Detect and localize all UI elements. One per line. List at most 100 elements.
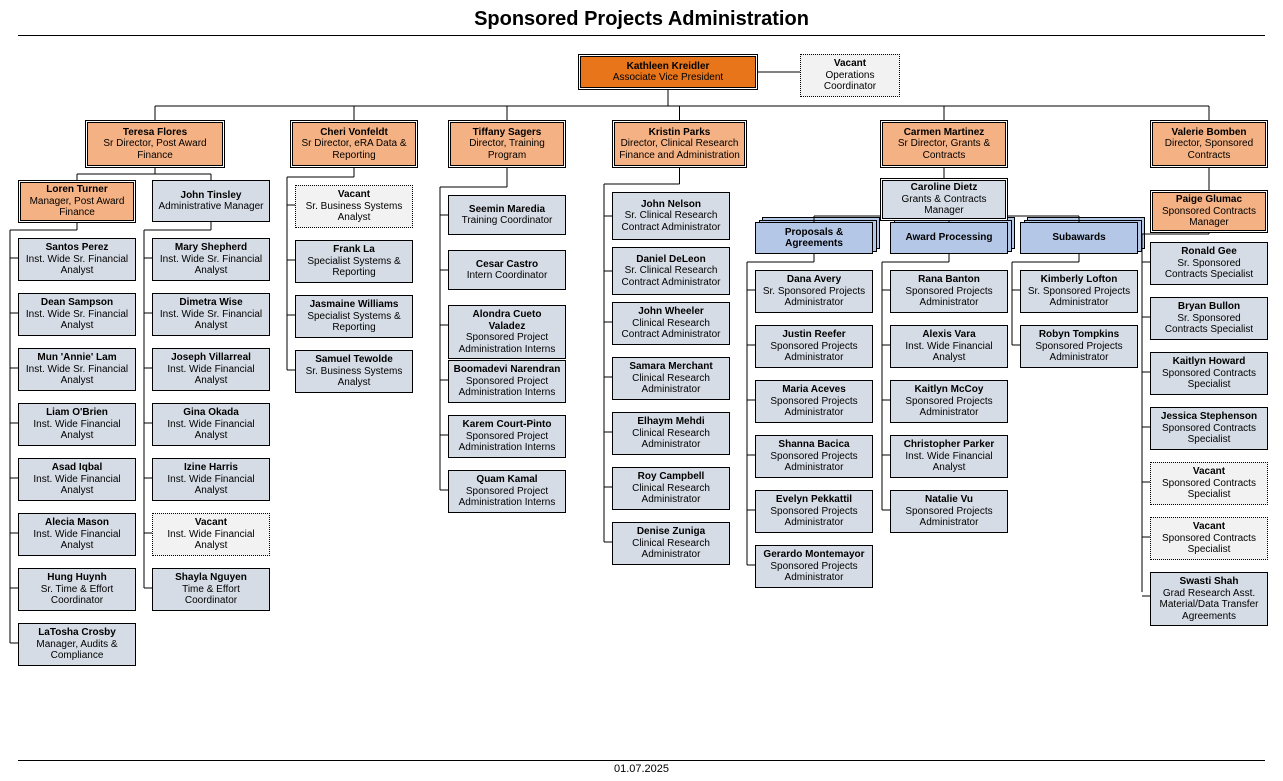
parks-item: Elhaym MehdiClinical Research Administra… <box>612 412 730 455</box>
sagers-item: Karem Court-PintoSponsored Project Admin… <box>448 415 566 458</box>
group-subawards: Subawards <box>1020 222 1138 254</box>
manager-dietz: Caroline DietzGrants & Contracts Manager <box>880 178 1008 221</box>
person-name: Ronald Gee <box>1181 246 1237 258</box>
flores_left-item: Hung HuynhSr. Time & Effort Coordinator <box>18 568 136 611</box>
avp-box: Kathleen KreidlerAssociate Vice Presiden… <box>578 54 758 90</box>
person-role: Inst. Wide Financial Analyst <box>157 419 265 442</box>
person-name: Roy Campbell <box>638 471 705 483</box>
manager-glumac: Paige GlumacSponsored Contracts Manager <box>1150 190 1268 233</box>
award-item: Rana BantonSponsored Projects Administra… <box>890 270 1008 313</box>
sagers-item: Cesar CastroIntern Coordinator <box>448 250 566 290</box>
person-name: Dean Sampson <box>41 297 113 309</box>
person-role: Sponsored Projects Administrator <box>760 451 868 474</box>
person-name: Maria Aceves <box>782 384 846 396</box>
director-parks: Kristin ParksDirector, Clinical Research… <box>612 120 747 168</box>
person-role: Inst. Wide Financial Analyst <box>157 364 265 387</box>
person-role: Sr Director, Grants & Contracts <box>885 138 1003 161</box>
person-role: Intern Coordinator <box>467 270 548 282</box>
person-name: Award Processing <box>905 232 992 244</box>
person-name: Kaitlyn McCoy <box>915 384 984 396</box>
person-role: Sponsored Contracts Manager <box>1155 206 1263 229</box>
person-role: Associate Vice President <box>613 72 723 84</box>
person-name: Samuel Tewolde <box>315 354 393 366</box>
person-name: Paige Glumac <box>1176 194 1242 206</box>
person-role: Inst. Wide Sr. Financial Analyst <box>23 254 131 277</box>
person-role: Inst. Wide Sr. Financial Analyst <box>157 309 265 332</box>
person-name: Liam O'Brien <box>46 407 108 419</box>
person-name: Gerardo Montemayor <box>763 549 864 561</box>
person-name: Boomadevi Narendran <box>454 364 561 376</box>
bomben-item: Kaitlyn HowardSponsored Contracts Specia… <box>1150 352 1268 395</box>
person-name: Caroline Dietz <box>911 182 978 194</box>
flores_left-item: Liam O'BrienInst. Wide Financial Analyst <box>18 403 136 446</box>
bomben-item: Bryan BullonSr. Sponsored Contracts Spec… <box>1150 297 1268 340</box>
person-name: Denise Zuniga <box>637 526 705 538</box>
flores_right-item: VacantInst. Wide Financial Analyst <box>152 513 270 556</box>
flores_right-item: Mary ShepherdInst. Wide Sr. Financial An… <box>152 238 270 281</box>
person-role: Sr. Clinical Research Contract Administr… <box>617 210 725 233</box>
person-role: Sr. Time & Effort Coordinator <box>23 584 131 607</box>
person-role: Sponsored Project Administration Interns <box>453 376 561 399</box>
parks-item: Samara MerchantClinical Research Adminis… <box>612 357 730 400</box>
proposals-item: Gerardo MontemayorSponsored Projects Adm… <box>755 545 873 588</box>
person-role: Inst. Wide Financial Analyst <box>157 474 265 497</box>
person-name: Alexis Vara <box>922 329 975 341</box>
person-role: Time & Effort Coordinator <box>157 584 265 607</box>
person-name: Gina Okada <box>183 407 239 419</box>
flores_right-item: Dimetra WiseInst. Wide Sr. Financial Ana… <box>152 293 270 336</box>
parks-item: Daniel DeLeonSr. Clinical Research Contr… <box>612 247 730 295</box>
person-role: Sponsored Projects Administrator <box>895 396 1003 419</box>
sagers-item: Seemin MarediaTraining Coordinator <box>448 195 566 235</box>
person-name: Alecia Mason <box>45 517 109 529</box>
award-item: Christopher ParkerInst. Wide Financial A… <box>890 435 1008 478</box>
person-name: Kathleen Kreidler <box>627 61 710 73</box>
person-name: Vacant <box>195 517 227 529</box>
vonfeldt-item: Jasmaine WilliamsSpecialist Systems & Re… <box>295 295 413 338</box>
person-role: Inst. Wide Sr. Financial Analyst <box>157 254 265 277</box>
person-role: Sponsored Projects Administrator <box>760 506 868 529</box>
director-bomben: Valerie BombenDirector, Sponsored Contra… <box>1150 120 1268 168</box>
proposals-item: Shanna BacicaSponsored Projects Administ… <box>755 435 873 478</box>
person-name: Seemin Maredia <box>469 204 545 216</box>
person-role: Grad Research Asst. Material/Data Transf… <box>1155 588 1263 623</box>
sagers-item: Alondra Cueto ValadezSponsored Project A… <box>448 305 566 359</box>
person-name: Loren Turner <box>46 184 107 196</box>
person-role: Sponsored Contracts Specialist <box>1155 423 1263 446</box>
person-role: Clinical Research Administrator <box>617 483 725 506</box>
person-name: Quam Kamal <box>476 474 537 486</box>
person-name: Subawards <box>1052 232 1105 244</box>
person-role: Inst. Wide Financial Analyst <box>895 451 1003 474</box>
flores_right-item: Shayla NguyenTime & Effort Coordinator <box>152 568 270 611</box>
person-role: Inst. Wide Financial Analyst <box>895 341 1003 364</box>
person-name: Mun 'Annie' Lam <box>37 352 116 364</box>
sagers-item: Boomadevi NarendranSponsored Project Adm… <box>448 360 566 403</box>
person-name: Carmen Martinez <box>904 127 985 139</box>
person-role: Sponsored Project Administration Interns <box>453 332 561 355</box>
person-role: Inst. Wide Sr. Financial Analyst <box>23 309 131 332</box>
person-role: Sponsored Contracts Specialist <box>1155 368 1263 391</box>
parks-item: John NelsonSr. Clinical Research Contrac… <box>612 192 730 240</box>
proposals-item: Evelyn PekkattilSponsored Projects Admin… <box>755 490 873 533</box>
person-role: Sponsored Projects Administrator <box>895 506 1003 529</box>
person-role: Operations Coordinator <box>805 70 895 93</box>
bomben-item: Jessica StephensonSponsored Contracts Sp… <box>1150 407 1268 450</box>
person-role: Sponsored Contracts Specialist <box>1155 533 1263 556</box>
person-name: Jessica Stephenson <box>1161 411 1257 423</box>
subawards-item: Kimberly LoftonSr. Sponsored Projects Ad… <box>1020 270 1138 313</box>
person-name: Vacant <box>1193 521 1225 533</box>
award-item: Alexis VaraInst. Wide Financial Analyst <box>890 325 1008 368</box>
person-role: Specialist Systems & Reporting <box>300 311 408 334</box>
director-vonfeldt: Cheri VonfeldtSr Director, eRA Data & Re… <box>290 120 418 168</box>
flores_right-item: Izine HarrisInst. Wide Financial Analyst <box>152 458 270 501</box>
person-role: Administrative Manager <box>158 201 263 213</box>
bomben-item: Ronald GeeSr. Sponsored Contracts Specia… <box>1150 242 1268 285</box>
person-name: John Wheeler <box>638 306 704 318</box>
person-name: Santos Perez <box>46 242 109 254</box>
person-name: Izine Harris <box>184 462 238 474</box>
parks-item: John WheelerClinical Research Contract A… <box>612 302 730 345</box>
person-name: Karem Court-Pinto <box>463 419 552 431</box>
footer-date: 01.07.2025 <box>18 760 1265 775</box>
group-proposals: Proposals & Agreements <box>755 222 873 254</box>
person-role: Sr. Sponsored Projects Administrator <box>760 286 868 309</box>
page-title: Sponsored Projects Administration <box>18 0 1265 36</box>
